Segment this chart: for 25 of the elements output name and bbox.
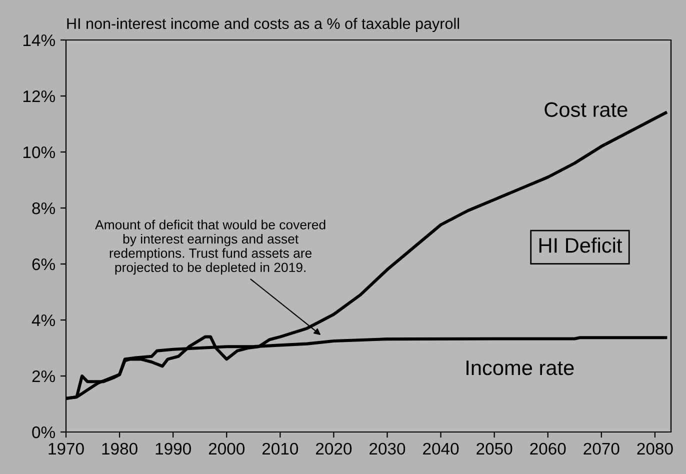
y-tick-label: 14% (23, 34, 55, 46)
x-tick-label: 2080 (637, 442, 673, 455)
y-tick-label: 4% (32, 314, 55, 326)
x-tick-label: 2030 (370, 442, 406, 455)
y-tick-label: 2% (32, 370, 55, 382)
y-tick-label: 12% (23, 90, 55, 102)
x-tick-label: 2000 (208, 442, 245, 455)
x-tick-label: 1970 (48, 442, 84, 455)
x-tick-label: 1980 (102, 442, 138, 455)
y-tick-label: 10% (23, 146, 55, 158)
x-tick-label: 2040 (423, 442, 459, 455)
x-tick-label: 2050 (476, 442, 512, 455)
series-label: Income rate (466, 360, 574, 376)
x-tick-label: 2070 (584, 442, 620, 455)
chart-title: HI non-interest income and costs as a % of taxable payroll (67, 18, 460, 32)
x-tick-label: 2010 (262, 442, 298, 455)
annotation: HI Deficit (539, 237, 622, 253)
x-tick-label: 2060 (530, 442, 566, 455)
y-tick-label: 6% (32, 258, 55, 270)
y-tick-label: 8% (32, 202, 55, 214)
annotation: Amount of deficit that would be covered by interest earnings and asset redemptions. Trust fund assets are projected to be depleted in 2019. (95, 220, 326, 275)
series-label: Cost rate (544, 102, 628, 117)
y-tick-label: 0% (32, 426, 55, 438)
x-tick-label: 2020 (316, 442, 352, 455)
x-tick-label: 1990 (156, 442, 191, 455)
